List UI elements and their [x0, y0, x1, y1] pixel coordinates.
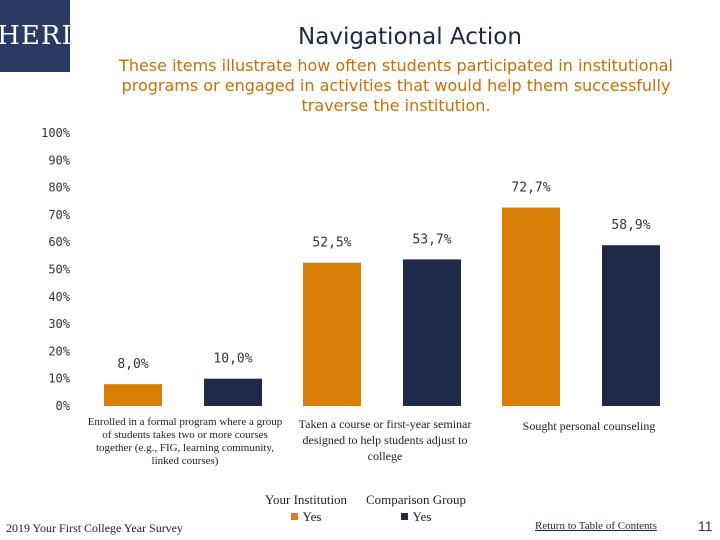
y-axis: 0% 10% 20% 30% 40% 50% 60% 70% 80% 90% 100% [41, 126, 71, 413]
y-tick-label: 0% [56, 399, 71, 413]
y-tick-label: 60% [48, 235, 70, 249]
category-label: Taken a course or first-year seminar des… [298, 417, 472, 463]
legend-sub-label: Yes [412, 509, 432, 524]
value-label: 52,5% [312, 236, 351, 251]
y-tick-label: 10% [48, 372, 70, 386]
y-tick-label: 30% [48, 317, 70, 331]
legend-swatch [290, 513, 298, 520]
y-tick-label: 100% [41, 126, 71, 140]
y-tick-label: 80% [48, 181, 70, 195]
y-tick-label: 20% [48, 344, 70, 358]
category-label: Enrolled in a formal program where a gro… [87, 416, 283, 467]
page-title: Navigational Action [298, 24, 522, 50]
category-label: Sought personal counseling [522, 419, 656, 433]
legend-series-name: Your Institution [264, 492, 348, 507]
value-label: 53,7% [412, 232, 451, 247]
legend-sub-label: Yes [302, 509, 322, 524]
page-subtitle: These items illustrate how often student… [119, 56, 673, 115]
legend-comparison-group: Comparison Group Yes [356, 492, 476, 525]
y-tick-label: 50% [48, 263, 70, 277]
bar-comparison-group [602, 245, 660, 406]
y-tick-label: 70% [48, 208, 70, 222]
value-label: 10,0% [213, 352, 252, 367]
heri-logo: HERI [0, 0, 72, 72]
survey-name: 2019 Your First College Year Survey [6, 521, 184, 535]
value-labels: 8,0% 52,5% 72,7% 10,0% 53,7% 58,9% [117, 181, 650, 373]
page-number: 11 [698, 518, 713, 534]
y-tick-label: 40% [48, 290, 70, 304]
legend-your-institution: Your Institution Yes [246, 492, 366, 525]
value-label: 8,0% [117, 357, 148, 372]
bar-comparison-group [403, 259, 461, 406]
value-label: 72,7% [511, 181, 550, 196]
y-tick-label: 90% [48, 153, 70, 167]
bars [104, 207, 660, 406]
bar-your-institution [502, 207, 560, 406]
legend-swatch [400, 513, 408, 520]
bar-your-institution [104, 384, 162, 406]
value-label: 58,9% [611, 218, 650, 233]
bar-your-institution [303, 262, 361, 406]
table-of-contents-link[interactable]: Return to Table of Contents [535, 520, 657, 532]
legend-series-name: Comparison Group [365, 492, 467, 507]
bar-comparison-group [204, 378, 262, 406]
